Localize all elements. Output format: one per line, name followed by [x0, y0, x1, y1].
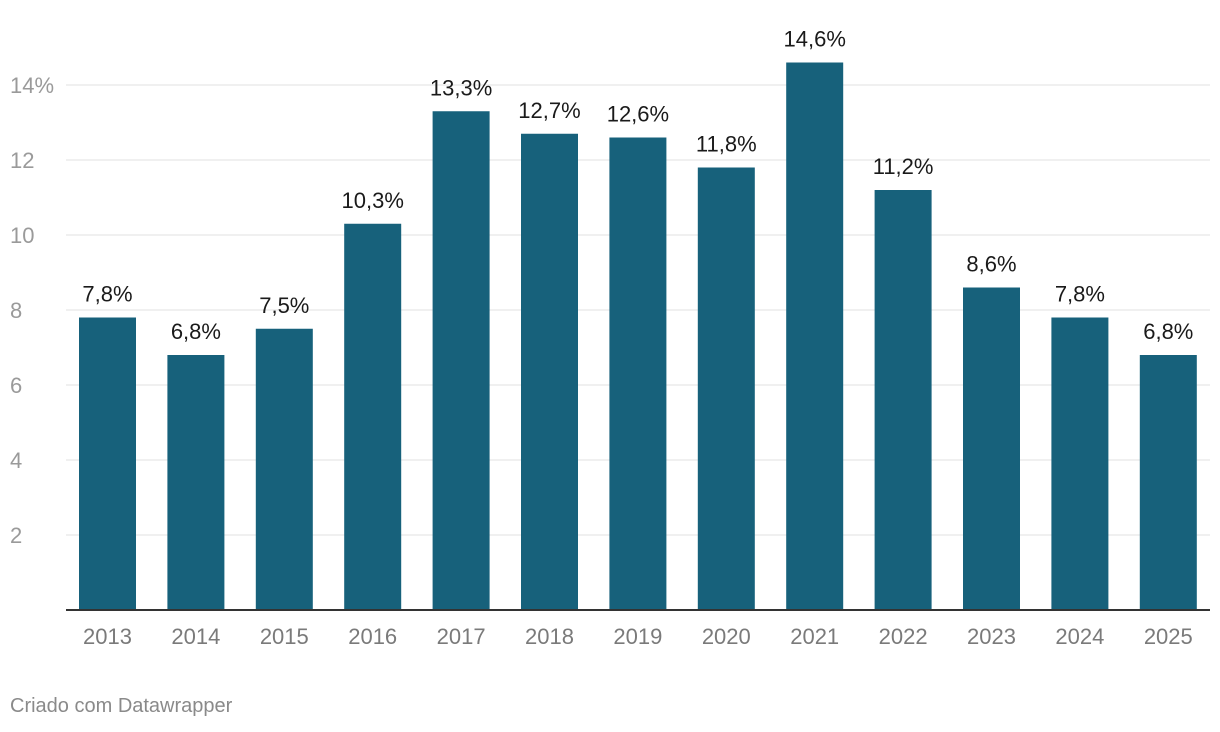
x-tick-label-2019: 2019	[613, 624, 662, 649]
data-label-2023: 8,6%	[966, 252, 1016, 277]
data-label-2020: 11,8%	[696, 132, 757, 157]
bar-2025[interactable]	[1139, 355, 1197, 610]
data-label-2019: 12,6%	[607, 102, 669, 127]
y-tick-label-12: 12	[10, 148, 34, 173]
bar-2015[interactable]	[255, 328, 313, 610]
x-tick-label-2018: 2018	[525, 624, 574, 649]
x-tick-label-2025: 2025	[1144, 624, 1193, 649]
x-tick-label-2024: 2024	[1055, 624, 1104, 649]
footer-credit[interactable]: Criado com Datawrapper	[10, 695, 233, 717]
data-label-2014: 6,8%	[171, 319, 221, 344]
data-label-2022: 11,2%	[873, 154, 934, 179]
bar-2022[interactable]	[874, 190, 932, 610]
y-tick-label-14: 14%	[10, 73, 54, 98]
bar-2018[interactable]	[521, 133, 578, 610]
y-tick-label-4: 4	[10, 448, 22, 473]
bar-2014[interactable]	[167, 355, 225, 610]
data-label-2017: 13,3%	[430, 75, 492, 100]
x-tick-label-2013: 2013	[83, 624, 132, 649]
y-tick-label-6: 6	[10, 373, 22, 398]
data-label-2015: 7,5%	[259, 293, 309, 318]
x-tick-label-2015: 2015	[260, 624, 309, 649]
bar-2019[interactable]	[609, 137, 667, 611]
data-label-2025: 6,8%	[1143, 319, 1193, 344]
bar-chart: 2 4 6 8 10 12 14% 7,8% 6,8% 7,5% 10,3% 13,3% 12,7% 1…	[10, 27, 1210, 649]
x-tick-label-2021: 2021	[790, 624, 839, 649]
x-axis-ticks: 2013 2014 2015 2016 2017 2018 2019 2020 2021 2022…	[83, 624, 1193, 649]
bar-2023[interactable]	[963, 287, 1020, 611]
bars	[79, 62, 1197, 611]
y-axis-ticks: 2 4 6 8 10 12 14%	[10, 73, 54, 548]
bar-2013[interactable]	[79, 317, 136, 611]
x-tick-label-2022: 2022	[879, 624, 928, 649]
bar-2017[interactable]	[432, 111, 490, 610]
bar-2016[interactable]	[344, 223, 402, 610]
y-tick-label-2: 2	[10, 523, 22, 548]
data-labels: 7,8% 6,8% 7,5% 10,3% 13,3% 12,7% 12,6% 11,8% 14,…	[82, 27, 1193, 345]
data-label-2021: 14,6%	[784, 27, 846, 52]
x-tick-label-2016: 2016	[348, 624, 397, 649]
x-tick-label-2014: 2014	[171, 624, 220, 649]
data-label-2024: 7,8%	[1055, 282, 1105, 307]
bar-2020[interactable]	[697, 167, 755, 611]
y-tick-label-8: 8	[10, 298, 22, 323]
data-label-2016: 10,3%	[342, 188, 404, 213]
data-label-2018: 12,7%	[518, 98, 580, 123]
x-tick-label-2020: 2020	[702, 624, 751, 649]
bar-2021[interactable]	[786, 62, 844, 611]
x-tick-label-2023: 2023	[967, 624, 1016, 649]
bar-2024[interactable]	[1051, 317, 1109, 611]
x-tick-label-2017: 2017	[437, 624, 486, 649]
y-tick-label-10: 10	[10, 223, 34, 248]
data-label-2013: 7,8%	[82, 282, 132, 307]
